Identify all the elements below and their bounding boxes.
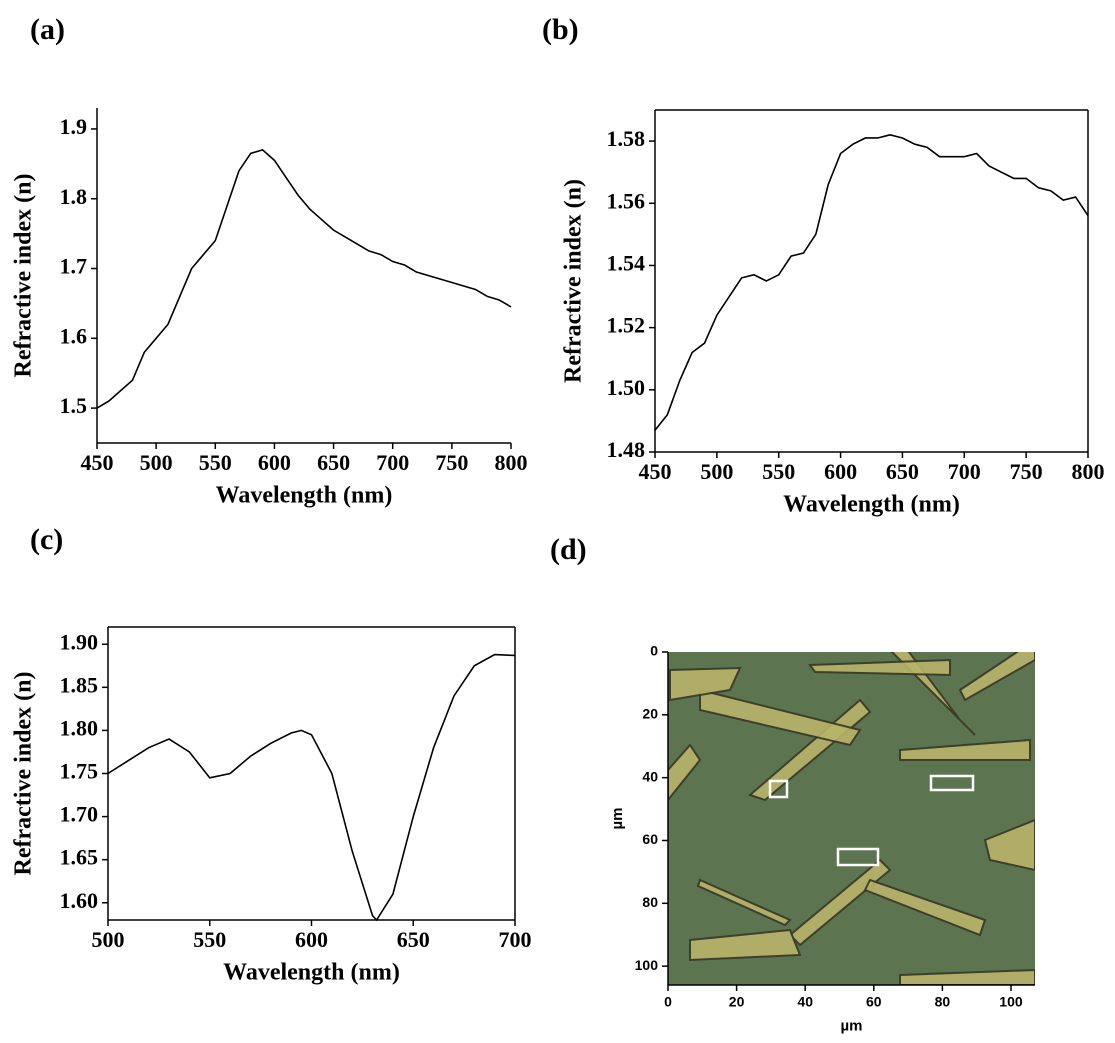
- x-tick-label: 100: [999, 993, 1023, 1009]
- micrograph: [668, 652, 1035, 985]
- crystal: [808, 658, 951, 677]
- x-tick-label: 80: [935, 993, 951, 1009]
- panel-label: (b): [542, 13, 579, 46]
- y-axis-title: Refractive index (n): [11, 672, 37, 876]
- y-tick-label: 20: [642, 706, 658, 722]
- x-tick-label: 450: [639, 459, 672, 484]
- y-axis-title: Refractive index (n): [561, 179, 587, 383]
- x-tick-label: 550: [762, 459, 795, 484]
- panel-label: (d): [550, 533, 587, 566]
- crystal: [899, 738, 1031, 761]
- y-tick-label: 1.48: [607, 437, 646, 462]
- crystal: [958, 652, 1035, 702]
- x-tick-label: 600: [824, 459, 857, 484]
- y-tick-label: 1.9: [60, 114, 88, 139]
- y-tick-label: 60: [642, 831, 658, 847]
- y-axis-title: µm: [609, 808, 626, 830]
- crystal: [696, 878, 792, 927]
- data-line: [654, 134, 1089, 431]
- y-tick-label: 1.75: [60, 759, 99, 784]
- crystal: [983, 818, 1035, 872]
- x-tick-label: 700: [499, 927, 532, 952]
- y-tick-label: 1.65: [60, 845, 99, 870]
- x-tick-label: 700: [376, 450, 409, 475]
- x-tick-label: 800: [495, 450, 528, 475]
- panel-label: (c): [30, 523, 63, 556]
- y-tick-label: 1.60: [60, 888, 99, 913]
- data-line: [96, 148, 512, 409]
- x-axis-title: Wavelength (nm): [216, 483, 393, 509]
- y-tick-label: 1.58: [607, 126, 646, 151]
- panel-label: (a): [30, 13, 65, 46]
- x-tick-label: 650: [886, 459, 919, 484]
- y-tick-label: 80: [642, 894, 658, 910]
- x-tick-label: 650: [317, 450, 350, 475]
- x-tick-label: 450: [81, 450, 114, 475]
- x-tick-label: 600: [295, 927, 328, 952]
- x-tick-label: 550: [193, 927, 226, 952]
- crystal: [668, 743, 702, 802]
- crystal: [863, 878, 987, 937]
- x-tick-label: 750: [435, 450, 468, 475]
- y-tick-label: 0: [650, 643, 658, 659]
- crystal: [669, 666, 742, 702]
- highlight-box: [836, 847, 880, 867]
- x-axis-title: µm: [841, 1017, 863, 1034]
- x-tick-label: 600: [258, 450, 291, 475]
- y-tick-label: 1.56: [607, 188, 646, 213]
- x-tick-label: 650: [397, 927, 430, 952]
- y-tick-label: 1.6: [60, 323, 88, 348]
- x-tick-label: 500: [700, 459, 733, 484]
- y-tick-label: 1.70: [60, 802, 99, 827]
- y-tick-label: 1.80: [60, 715, 99, 740]
- crystal: [689, 928, 802, 962]
- x-tick-label: 800: [1072, 459, 1105, 484]
- crystal: [788, 858, 892, 947]
- y-tick-label: 1.85: [60, 672, 99, 697]
- crystal: [899, 968, 1035, 985]
- y-tick-label: 1.7: [60, 254, 88, 279]
- x-tick-label: 700: [948, 459, 981, 484]
- y-tick-label: 1.50: [607, 375, 646, 400]
- x-tick-label: 500: [92, 927, 125, 952]
- x-tick-label: 60: [866, 993, 882, 1009]
- x-tick-label: 550: [199, 450, 232, 475]
- x-tick-label: 500: [140, 450, 173, 475]
- x-tick-label: 40: [797, 993, 813, 1009]
- y-tick-label: 1.52: [607, 313, 646, 338]
- x-axis-title: Wavelength (nm): [223, 960, 400, 986]
- y-tick-label: 40: [642, 768, 658, 784]
- x-tick-label: 750: [1010, 459, 1043, 484]
- data-line: [107, 653, 516, 922]
- y-tick-label: 1.54: [607, 251, 646, 276]
- x-tick-label: 20: [729, 993, 745, 1009]
- highlight-box: [929, 774, 975, 792]
- y-axis-title: Refractive index (n): [11, 174, 37, 378]
- crystal: [699, 688, 862, 747]
- y-tick-label: 100: [635, 957, 659, 973]
- x-axis-title: Wavelength (nm): [783, 492, 960, 518]
- y-tick-label: 1.5: [60, 393, 88, 418]
- y-tick-label: 1.8: [60, 184, 88, 209]
- x-tick-label: 0: [664, 993, 672, 1009]
- highlight-box: [768, 779, 789, 799]
- y-tick-label: 1.90: [60, 629, 99, 654]
